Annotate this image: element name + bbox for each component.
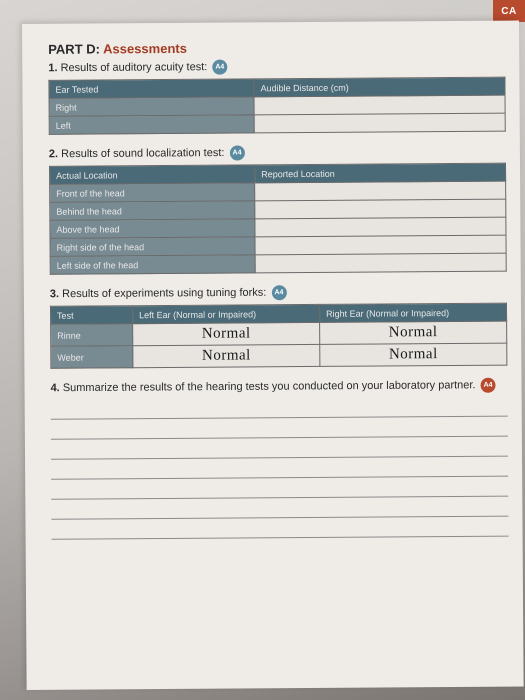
part-label: PART D: bbox=[48, 41, 100, 56]
item-3-text: Results of experiments using tuning fork… bbox=[62, 287, 266, 300]
item-2: 2. Results of sound localization test: A… bbox=[49, 144, 507, 275]
row-label: Behind the head bbox=[50, 201, 255, 220]
item-3-num: 3. bbox=[50, 288, 59, 300]
summary-lines bbox=[51, 397, 509, 540]
table-row: Rinne Normal Normal bbox=[51, 321, 507, 346]
item-2-text: Results of sound localization test: bbox=[61, 147, 224, 160]
row-label: Right bbox=[49, 97, 254, 116]
row-label: Front of the head bbox=[50, 183, 255, 202]
row-label: Rinne bbox=[51, 324, 133, 347]
tuning-fork-table: Test Left Ear (Normal or Impaired) Right… bbox=[50, 303, 507, 369]
row-label: Above the head bbox=[50, 219, 255, 238]
col-header: Reported Location bbox=[255, 163, 506, 183]
item-1-num: 1. bbox=[48, 62, 57, 74]
item-1-text: Results of auditory acuity test: bbox=[61, 61, 208, 74]
item-2-num: 2. bbox=[49, 148, 58, 160]
table-row: Weber Normal Normal bbox=[51, 343, 507, 368]
table-row: Left side of the head bbox=[50, 253, 506, 274]
corner-tab: CA bbox=[493, 0, 525, 22]
item-4-num: 4. bbox=[51, 382, 60, 394]
cell bbox=[255, 199, 506, 219]
item-4-head: 4. Summarize the results of the hearing … bbox=[50, 378, 507, 396]
part-title: PART D: Assessments bbox=[48, 39, 505, 57]
part-word: Assessments bbox=[103, 41, 187, 57]
col-header: Test bbox=[50, 306, 132, 325]
item-4: 4. Summarize the results of the hearing … bbox=[50, 378, 508, 540]
cell bbox=[255, 217, 506, 237]
cell-handwritten: Normal bbox=[320, 343, 507, 366]
col-header: Audible Distance (cm) bbox=[254, 77, 505, 97]
badge-icon: A4 bbox=[481, 378, 496, 393]
row-label: Left bbox=[49, 115, 254, 134]
cell bbox=[255, 235, 506, 255]
item-4-text: Summarize the results of the hearing tes… bbox=[63, 379, 476, 394]
cell bbox=[255, 181, 506, 201]
col-header: Ear Tested bbox=[49, 79, 254, 98]
cell bbox=[255, 253, 506, 273]
cell bbox=[254, 113, 505, 133]
badge-icon: A4 bbox=[229, 145, 244, 160]
worksheet-page: PART D: Assessments 1. Results of audito… bbox=[22, 21, 524, 690]
item-3-head: 3. Results of experiments using tuning f… bbox=[50, 284, 507, 302]
col-header: Right Ear (Normal or Impaired) bbox=[319, 303, 506, 322]
item-1: 1. Results of auditory acuity test: A4 E… bbox=[48, 58, 506, 135]
acuity-table: Ear Tested Audible Distance (cm) Right L… bbox=[48, 77, 505, 135]
badge-icon: A4 bbox=[271, 285, 286, 300]
cell-handwritten: Normal bbox=[133, 344, 320, 367]
cell-handwritten: Normal bbox=[320, 321, 507, 344]
blank-line bbox=[51, 517, 508, 540]
item-2-head: 2. Results of sound localization test: A… bbox=[49, 144, 506, 162]
row-label: Weber bbox=[51, 346, 133, 369]
item-1-head: 1. Results of auditory acuity test: A4 bbox=[48, 58, 505, 76]
localization-table: Actual Location Reported Location Front … bbox=[49, 163, 507, 275]
cell bbox=[254, 95, 505, 115]
table-row: Left bbox=[49, 113, 505, 134]
row-label: Right side of the head bbox=[50, 237, 255, 256]
row-label: Left side of the head bbox=[50, 255, 255, 274]
item-3: 3. Results of experiments using tuning f… bbox=[50, 284, 508, 369]
col-header: Actual Location bbox=[49, 165, 254, 184]
col-header: Left Ear (Normal or Impaired) bbox=[133, 304, 320, 323]
cell-handwritten: Normal bbox=[133, 322, 320, 345]
badge-icon: A4 bbox=[212, 60, 227, 75]
